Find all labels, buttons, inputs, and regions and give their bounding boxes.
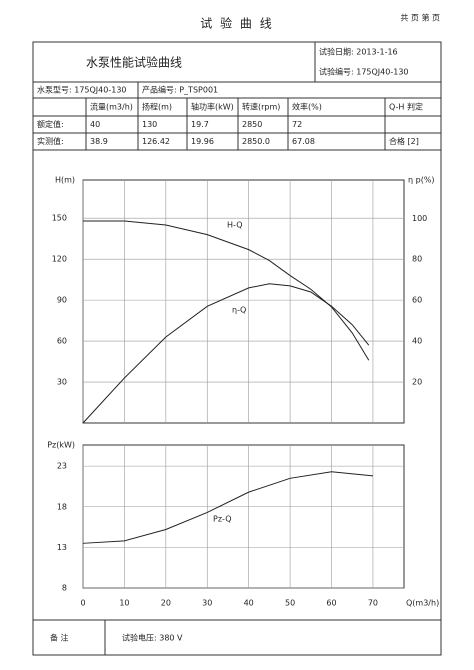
table-cell: 合格 [2] xyxy=(389,136,419,146)
curve xyxy=(83,220,370,361)
table-cell: 2850 xyxy=(242,120,262,129)
x-tick-label: 50 xyxy=(285,599,295,608)
table-cell: 72 xyxy=(292,120,302,129)
form-border xyxy=(32,41,442,656)
table-cell: 19.7 xyxy=(191,120,209,129)
column-header: 轴功率(kW) xyxy=(191,102,234,112)
y2-tick-label: 100 xyxy=(412,214,427,223)
y-tick-label: 30 xyxy=(57,378,67,387)
x-tick-label: 60 xyxy=(326,599,336,608)
column-header: 效率(%) xyxy=(292,102,322,112)
table-cell: 额定值: xyxy=(37,119,64,129)
x-tick-label: 70 xyxy=(368,599,378,608)
table-cell: 38.9 xyxy=(90,137,108,146)
curve xyxy=(82,283,370,424)
y2-tick-label: 40 xyxy=(412,337,422,346)
column-header: 流量(m3/h) xyxy=(90,102,133,112)
pump-model: 水泵型号: 175QJ40-130 xyxy=(37,85,127,95)
plot-frame xyxy=(82,179,405,424)
x-axis-label: Q(m3/h) xyxy=(406,599,439,608)
column-header: Q-H 判定 xyxy=(389,102,423,112)
product-number: 产品编号: P_TSP001 xyxy=(142,85,218,95)
column-header: 扬程(m) xyxy=(142,102,172,112)
curve xyxy=(82,471,373,544)
x-tick-label: 40 xyxy=(244,599,254,608)
curve-label: Pz-Q xyxy=(213,515,232,524)
curve-label: η-Q xyxy=(232,306,246,315)
test-number: 试验编号: 175QJ40-130 xyxy=(319,67,409,77)
table-cell: 130 xyxy=(142,120,157,129)
table-cell: 67.08 xyxy=(292,137,315,146)
y-tick-label: 90 xyxy=(57,296,67,305)
y2-tick-label: 80 xyxy=(412,255,422,264)
y-tick-label: 13 xyxy=(57,543,67,552)
remark-label: 备 注 xyxy=(50,633,69,643)
y-tick-label: 23 xyxy=(57,462,67,471)
x-tick-label: 10 xyxy=(119,599,129,608)
x-tick-label: 0 xyxy=(80,599,85,608)
y-tick-label: 60 xyxy=(57,337,67,346)
y2-tick-label: 60 xyxy=(412,296,422,305)
form-title: 水泵性能试验曲线 xyxy=(86,55,182,70)
x-tick-label: 20 xyxy=(161,599,171,608)
table-cell: 40 xyxy=(90,120,100,129)
y-tick-label: 8 xyxy=(62,584,67,593)
table-cell: 实测值: xyxy=(37,136,64,146)
table-cell: 2850.0 xyxy=(242,137,270,146)
y-axis-label: Pz(kW) xyxy=(47,441,75,450)
y-tick-label: 120 xyxy=(52,255,67,264)
column-header: 转速(rpm) xyxy=(242,102,280,112)
y2-axis-label: η p(%) xyxy=(408,176,435,185)
remark: 试验电压: 380 V xyxy=(122,633,183,643)
table-cell: 126.42 xyxy=(142,137,170,146)
page-count: 共 页 第 页 xyxy=(400,13,440,23)
page-title: 试 验 曲 线 xyxy=(200,16,273,31)
y-tick-label: 18 xyxy=(57,502,67,511)
plot-frame xyxy=(82,444,405,589)
curve-label: H-Q xyxy=(227,221,243,230)
y2-tick-label: 20 xyxy=(412,378,422,387)
table-cell: 19.96 xyxy=(191,137,214,146)
x-tick-label: 30 xyxy=(202,599,212,608)
test-date: 试验日期: 2013-1-16 xyxy=(319,47,398,57)
y-axis-label: H(m) xyxy=(55,176,75,185)
y-tick-label: 150 xyxy=(52,214,67,223)
